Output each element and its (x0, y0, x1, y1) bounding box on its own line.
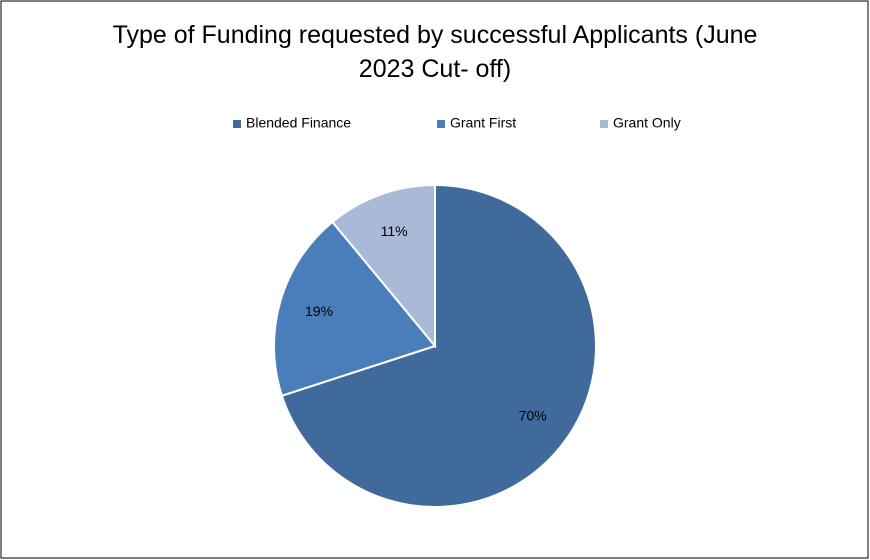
legend-label: Grant Only (613, 115, 681, 131)
data-label: 70% (519, 408, 547, 424)
chart-title: Type of Funding requested by successful … (112, 21, 758, 83)
legend-label: Grant First (450, 115, 516, 131)
data-label: 11% (381, 223, 408, 239)
pie-slice (280, 183, 597, 508)
legend-swatch (437, 120, 445, 128)
pie-slice (273, 220, 437, 398)
data-label: 19% (305, 303, 333, 319)
pie-slice (330, 183, 436, 349)
legend-label: Blended Finance (246, 115, 351, 131)
legend-swatch (600, 120, 608, 128)
legend-swatch (233, 120, 241, 128)
